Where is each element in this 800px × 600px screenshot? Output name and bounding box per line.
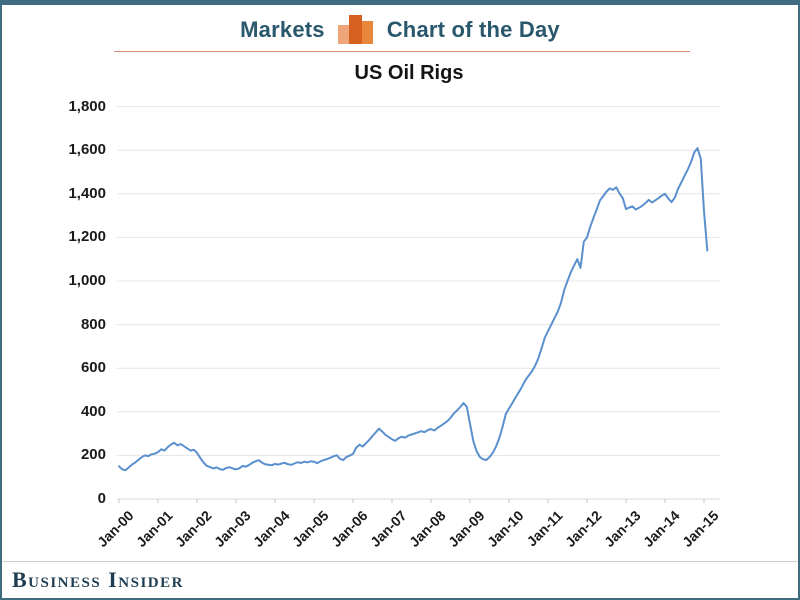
header: Markets Chart of the Day xyxy=(2,14,798,46)
y-tick-label: 200 xyxy=(80,446,106,464)
y-tick-label: 600 xyxy=(80,359,106,377)
y-tick-label: 1,400 xyxy=(68,184,106,202)
header-underline xyxy=(114,51,690,52)
y-tick-label: 1,200 xyxy=(68,228,106,246)
y-tick-label: 1,000 xyxy=(68,272,106,289)
bar-chart-logo-icon xyxy=(337,15,375,45)
chart-title: US Oil Rigs xyxy=(354,62,464,84)
y-tick-label: 400 xyxy=(80,402,106,420)
y-tick-label: 1,800 xyxy=(68,97,106,115)
rig-count-line xyxy=(118,147,709,472)
footer-divider xyxy=(2,561,798,562)
y-tick-label: 1,600 xyxy=(68,141,106,159)
business-insider-logo: Business Insider xyxy=(12,567,184,592)
y-tick-label: 0 xyxy=(97,490,106,507)
header-markets-label: Markets xyxy=(240,17,325,42)
header-chart-of-day-label: Chart of the Day xyxy=(386,17,560,42)
y-tick-label: 800 xyxy=(80,315,106,333)
